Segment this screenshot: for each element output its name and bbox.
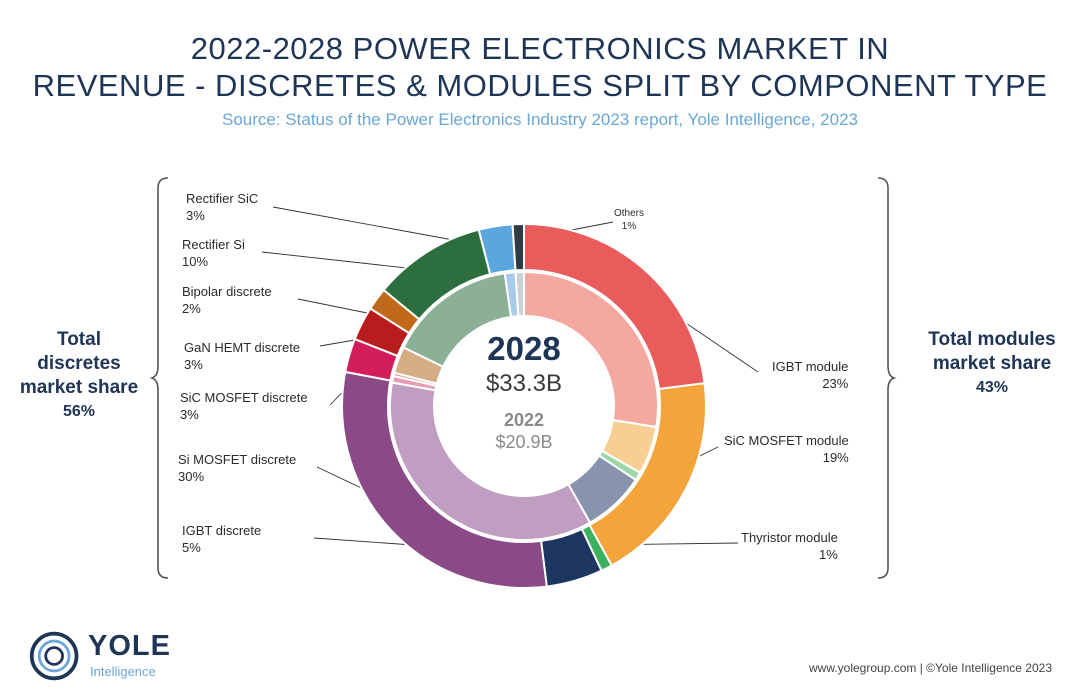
label-thyristor-module: Thyristor module 1%: [741, 529, 838, 563]
outer-ring-2028: [341, 222, 707, 589]
yole-logo-text: YOLE: [88, 630, 171, 662]
label-igbt-discrete: IGBT discrete 5%: [182, 522, 261, 556]
label-igbt-module: IGBT module 23%: [772, 358, 848, 392]
label-igbt-m-name: IGBT module: [772, 359, 849, 374]
center-value-2028: $33.3B: [485, 370, 563, 397]
discretes-brace: [150, 177, 169, 579]
label-sic-mosfet-d-pct: 3%: [180, 407, 199, 422]
chart-source: Source: Status of the Power Electronics …: [222, 110, 858, 129]
chart-title-line1: 2022-2028 POWER ELECTRONICS MARKET IN: [190, 31, 890, 66]
modules-brace: [877, 177, 897, 579]
total-discretes-line2: discretes: [37, 353, 121, 374]
total-modules-summary: Total modules market share 43%: [918, 328, 1066, 400]
label-rectifier-sic: Rectifier SiC 3%: [186, 190, 258, 224]
footer-copyright: www.yolegroup.com | ©Yole Intelligence 2…: [809, 661, 1052, 675]
total-discretes-summary: Total discretes market share 56%: [8, 328, 150, 424]
label-rectifier-sic-pct: 3%: [186, 208, 205, 223]
yole-logo-subtext: Intelligence: [90, 664, 156, 679]
label-bipolar-discrete: Bipolar discrete 2%: [182, 283, 272, 317]
label-igbt-d-name: IGBT discrete: [182, 523, 262, 538]
total-discretes-line1: Total: [57, 329, 101, 350]
outer-slice-others: [511, 222, 525, 272]
label-igbt-d-pct: 5%: [182, 540, 201, 555]
label-thyristor-m-pct: 1%: [819, 547, 838, 562]
label-gan-hemt-discrete: GaN HEMT discrete 3%: [184, 339, 300, 373]
label-gan-name: GaN HEMT discrete: [184, 340, 301, 355]
inner-ring-2022: [389, 270, 659, 541]
leader-rectifier-si: [261, 251, 426, 271]
label-thyristor-m-name: Thyristor module: [741, 530, 838, 545]
chart-title-line2: REVENUE - DISCRETES & MODULES SPLIT BY C…: [32, 68, 1048, 103]
total-modules-line1: Total modules: [928, 329, 1056, 350]
center-value-2022: $20.9B: [495, 432, 553, 452]
label-rectifier-si: Rectifier Si 10%: [182, 236, 245, 270]
total-modules-line2: market share: [932, 353, 1052, 374]
label-si-mosfet-d-pct: 30%: [178, 469, 205, 484]
label-gan-pct: 3%: [184, 357, 203, 372]
total-discretes-pct: 56%: [62, 403, 96, 420]
label-igbt-m-pct: 23%: [822, 376, 849, 391]
center-year-2022: 2022: [503, 410, 545, 430]
label-rectifier-si-pct: 10%: [182, 254, 209, 269]
label-others: Others 1%: [609, 207, 649, 233]
label-rectifier-sic-name: Rectifier SiC: [186, 191, 259, 206]
label-others-name: Others: [613, 208, 644, 219]
label-si-mosfet-discrete: Si MOSFET discrete 30%: [178, 451, 296, 485]
label-bipolar-pct: 2%: [182, 301, 201, 316]
total-modules-pct: 43%: [975, 379, 1009, 396]
center-year-2028: 2028: [487, 330, 561, 367]
inner-slice-si-mosfet-discrete: [389, 381, 592, 541]
label-rectifier-si-name: Rectifier Si: [182, 237, 245, 252]
label-bipolar-name: Bipolar discrete: [182, 284, 272, 299]
total-discretes-line3: market share: [19, 377, 139, 398]
label-sic-mosfet-discrete: SiC MOSFET discrete 3%: [180, 389, 308, 423]
yole-logo-icon: [29, 631, 79, 681]
label-sic-mosfet-m-pct: 19%: [822, 450, 849, 465]
label-sic-mosfet-d-name: SiC MOSFET discrete: [180, 390, 308, 405]
label-si-mosfet-d-name: Si MOSFET discrete: [178, 452, 297, 467]
inner-slice-others: [514, 270, 525, 318]
inner-slice-igbt-module: [523, 270, 659, 429]
label-sic-mosfet-m-name: SiC MOSFET module: [724, 433, 849, 448]
label-others-pct: 1%: [621, 221, 637, 232]
label-sic-mosfet-module: SiC MOSFET module 19%: [724, 432, 849, 466]
